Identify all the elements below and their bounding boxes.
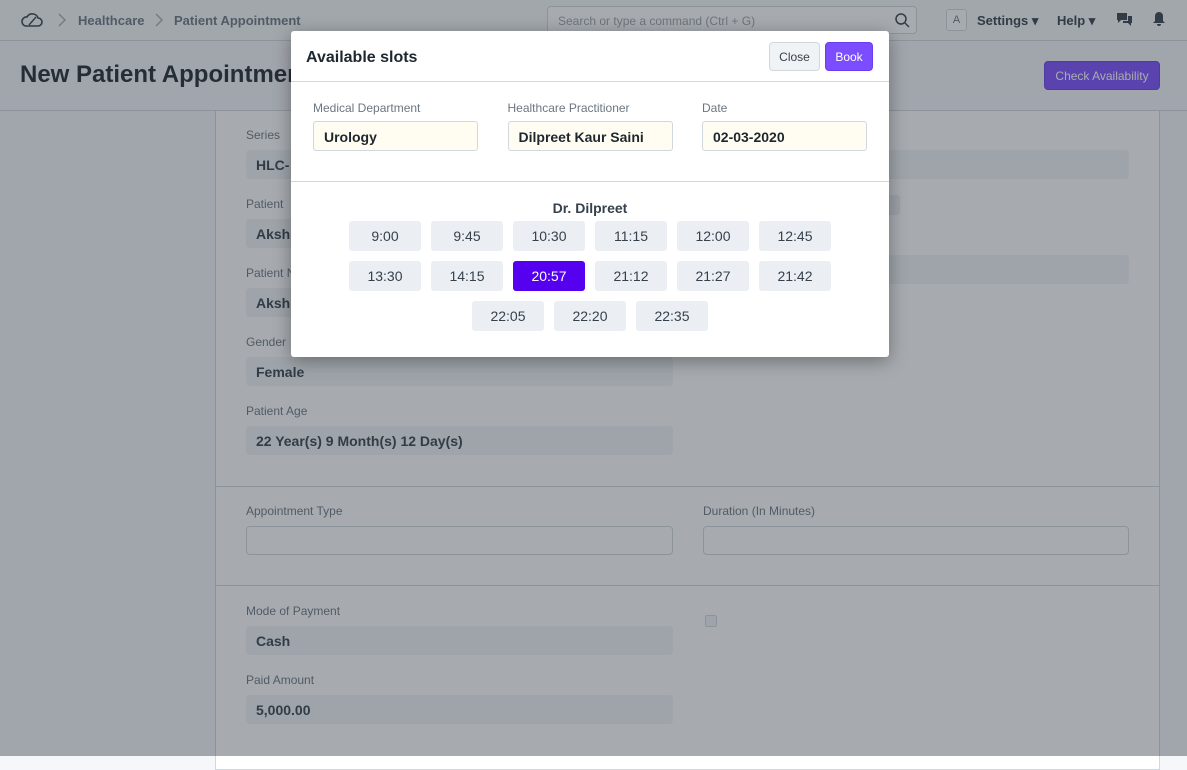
bell-icon[interactable] [1152, 11, 1166, 27]
time-slot[interactable]: 12:45 [759, 221, 831, 251]
time-slot[interactable]: 22:20 [554, 301, 626, 331]
time-slot[interactable]: 14:15 [431, 261, 503, 291]
field-input[interactable]: 5,000.00 [246, 695, 673, 724]
field-label: Patient [246, 197, 284, 211]
field-input[interactable]: 22 Year(s) 9 Month(s) 12 Day(s) [246, 426, 673, 455]
time-slot[interactable]: 9:00 [349, 221, 421, 251]
time-slot[interactable]: 21:42 [759, 261, 831, 291]
modal-field-label: Healthcare Practitioner [507, 101, 630, 115]
field-label: Series [246, 128, 281, 142]
field-input[interactable]: Female [246, 357, 673, 386]
slot-list: 9:00 9:45 10:30 11:15 12:00 12:45 13:30 14:15 20… [340, 221, 840, 331]
field-label: Duration (In Minutes) [703, 504, 816, 518]
time-slot[interactable]: 13:30 [349, 261, 421, 291]
search-icon [895, 13, 910, 28]
field-input[interactable] [703, 526, 1129, 555]
time-slot[interactable]: 9:45 [431, 221, 503, 251]
logo[interactable] [20, 10, 44, 30]
settings-menu[interactable]: Settings ▾ [977, 13, 1039, 28]
time-slot[interactable]: 10:30 [513, 221, 585, 251]
time-slot[interactable]: 11:15 [595, 221, 667, 251]
modal: Available slots Close Book Medical Depar… [291, 31, 889, 357]
modal-title: Available slots [306, 49, 418, 66]
modal-field-label: Medical Department [313, 101, 421, 115]
modal-field-input[interactable]: Dilpreet Kaur Saini [507, 121, 673, 151]
help-menu[interactable]: Help ▾ [1057, 13, 1096, 28]
divider [291, 81, 889, 82]
practitioner-heading: Dr. Dilpreet [552, 200, 628, 216]
search-bar[interactable]: Search or type a command (Ctrl + G) [547, 6, 917, 34]
field-input[interactable]: Cash [246, 626, 673, 655]
book-button[interactable]: Book [825, 42, 873, 71]
field-label: Appointment Type [246, 504, 343, 518]
time-slot[interactable]: 21:27 [677, 261, 749, 291]
time-slot[interactable]: 20:57 [513, 261, 585, 291]
chevron [58, 13, 66, 27]
field-label: Patient N [246, 266, 296, 280]
search-placeholder: Search or type a command (Ctrl + G) [558, 14, 756, 28]
field-label: Mode of Payment [246, 604, 341, 618]
breadcrumb[interactable]: Patient Appointment [174, 13, 301, 28]
checkbox[interactable] [705, 615, 717, 627]
time-slot[interactable]: 12:00 [677, 221, 749, 251]
chevron [155, 13, 163, 27]
field-label: Gender [246, 335, 287, 349]
section-divider [215, 486, 1160, 487]
modal-field-label: Date [702, 101, 728, 115]
avatar[interactable]: A [946, 9, 967, 31]
time-slot[interactable]: 22:05 [472, 301, 544, 331]
modal-field-input[interactable]: 02-03-2020 [702, 121, 867, 151]
help-label: Help [1057, 13, 1086, 28]
divider [291, 181, 889, 182]
time-slot[interactable]: 22:35 [636, 301, 708, 331]
close-button[interactable]: Close [769, 42, 820, 71]
chat-icon[interactable] [1116, 12, 1133, 27]
section-divider [215, 585, 1160, 586]
check-availability-button[interactable]: Check Availability [1044, 61, 1160, 90]
time-slot[interactable]: 21:12 [595, 261, 667, 291]
field-input[interactable] [246, 526, 673, 555]
modal-field-input[interactable]: Urology [313, 121, 478, 151]
page-title: New Patient Appointmen [20, 61, 302, 88]
breadcrumb[interactable]: Healthcare [78, 13, 145, 28]
field-label: Patient Age [246, 404, 308, 418]
settings-label: Settings [977, 13, 1029, 28]
field-label: Paid Amount [246, 673, 315, 687]
navbar: Healthcare Patient Appointment Search or… [0, 0, 1187, 41]
